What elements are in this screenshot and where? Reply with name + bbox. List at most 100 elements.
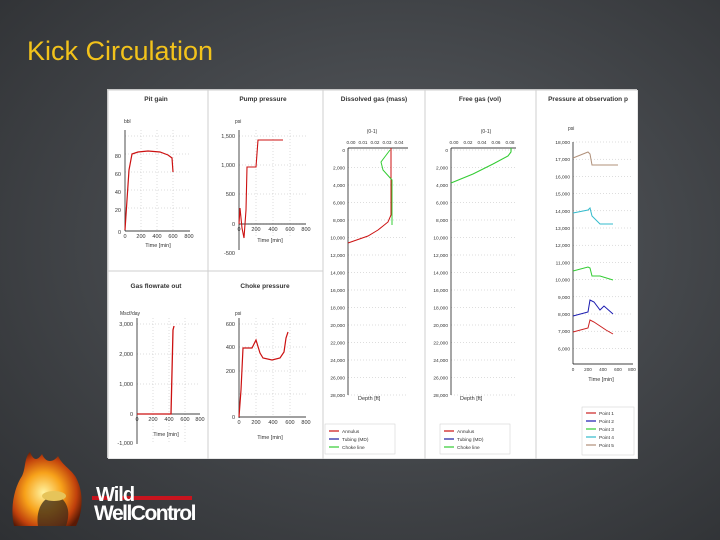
choke-pressure-ytick-0: 600	[226, 322, 235, 328]
dissolved-gas-ytick-0: 0	[342, 148, 345, 154]
pressure-obs-point3-line	[572, 266, 614, 281]
dissolved-gas-annulus-line	[347, 148, 392, 244]
choke-pressure-xtick-3: 600	[285, 420, 294, 426]
dissolved-gas-ytick-3: 6,000	[333, 201, 345, 207]
dissolved-gas-ytick-12: 24,000	[330, 358, 345, 364]
pump-pressure-ytick-3: 0	[232, 222, 235, 228]
pane-choke-pressure	[207, 270, 324, 459]
pressure-obs-xtick-2: 400	[599, 367, 607, 372]
choke-pressure-ytick-3: 0	[232, 415, 235, 421]
pump-pressure-yticks: 1,500 1,000 500 0 -500	[221, 134, 235, 257]
pump-pressure-ytick-4: -500	[224, 251, 235, 257]
gas-flowrate-xticks: 0 200 400 600 800	[135, 417, 204, 423]
pressure-obs-ytick-3: 15,000	[555, 192, 570, 198]
dissolved-gas-unit: (0-1)	[367, 129, 378, 135]
hardhat-icon	[42, 491, 66, 501]
choke-pressure-xticks: 0 200 400 600 800	[237, 420, 310, 426]
gas-flowrate-ytick-1: 2,000	[119, 352, 133, 358]
pump-pressure-xlabel: Time [min]	[257, 238, 283, 244]
free-gas-title: Free gas (vol)	[459, 96, 501, 103]
free-gas-choke-line	[450, 148, 512, 184]
free-gas-ytick-0: 0	[445, 148, 448, 154]
free-gas-ytick-6: 12,000	[433, 253, 448, 259]
free-gas-ytick-14: 28,000	[433, 393, 448, 399]
pit-gain-ytick-3: 20	[115, 208, 121, 214]
pump-pressure-xticks: 0 200 400 600 800	[237, 227, 310, 233]
dissolved-gas-xtick-0: 0.00	[347, 140, 356, 145]
pit-gain-yticks: 80 60 40 20 0	[115, 154, 121, 236]
pump-pressure-yunit: psi	[235, 119, 241, 125]
gas-flowrate-xtick-3: 600	[180, 417, 189, 423]
dissolved-gas-ytick-6: 12,000	[330, 253, 345, 259]
pressure-obs-xtick-4: 800	[628, 367, 636, 372]
pump-pressure-title: Pump pressure	[239, 96, 287, 103]
pressure-obs-ytick-11: 7,000	[558, 329, 570, 335]
choke-pressure-xlabel: Time [min]	[257, 435, 283, 441]
gas-flowrate-xlabel: Time [min]	[153, 432, 179, 438]
pressure-obs-ytick-12: 6,000	[558, 346, 570, 352]
free-gas-legend-annulus: Annulus	[457, 429, 475, 435]
pressure-obs-xtick-3: 600	[614, 367, 622, 372]
pressure-obs-point2-line	[572, 299, 614, 317]
gas-flowrate-xtick-2: 400	[164, 417, 173, 423]
free-gas-xtick-2: 0.04	[478, 140, 487, 145]
free-gas-legend: Annulus Tubing (MD) Choke line	[439, 423, 511, 455]
gas-flowrate-ytick-0: 3,000	[119, 322, 133, 328]
choke-pressure-yticks: 600 400 200 0	[226, 322, 235, 421]
dissolved-gas-xtick-1: 0.01	[359, 140, 368, 145]
pressure-obs-ytick-5: 13,000	[555, 226, 570, 232]
free-gas-ytick-9: 18,000	[433, 306, 448, 312]
gas-flowrate-yticks: 3,000 2,000 1,000 0 -1,000	[117, 322, 133, 447]
dissolved-gas-legend-choke: Choke line	[342, 445, 365, 451]
charts-svg: Pit gain bbl 80 60 40 20 0 0 200 400 600…	[108, 90, 638, 459]
pressure-obs-ytick-9: 9,000	[558, 295, 570, 301]
dissolved-gas-ytick-2: 4,000	[333, 183, 345, 189]
pump-pressure-ytick-0: 1,500	[221, 134, 235, 140]
firefighter-icon	[37, 496, 69, 526]
pressure-obs-ytick-10: 8,000	[558, 312, 570, 318]
pit-gain-xtick-1: 200	[136, 234, 145, 240]
dissolved-gas-legend-tubing: Tubing (MD)	[342, 437, 369, 443]
gas-flowrate-title: Gas flowrate out	[131, 283, 183, 290]
choke-pressure-xtick-0: 0	[237, 420, 240, 426]
pump-pressure-xtick-0: 0	[237, 227, 240, 233]
pump-pressure-ytick-1: 1,000	[221, 163, 235, 169]
pressure-obs-point1-line	[572, 319, 614, 335]
pressure-obs-point5-line	[572, 151, 618, 166]
free-gas-ytick-3: 6,000	[436, 201, 448, 207]
choke-pressure-xtick-2: 400	[268, 420, 277, 426]
gas-flowrate-xtick-1: 200	[148, 417, 157, 423]
free-gas-legend-choke: Choke line	[457, 445, 480, 451]
pit-gain-xtick-2: 400	[152, 234, 161, 240]
pressure-obs-xtick-1: 200	[584, 367, 592, 372]
pressure-obs-legend-point1: Point 1	[599, 411, 614, 417]
free-gas-xtick-3: 0.06	[492, 140, 501, 145]
pressure-obs-ytick-7: 11,000	[556, 260, 571, 266]
pressure-obs-yunit: psi	[568, 126, 574, 132]
logo-bar-right	[122, 496, 192, 500]
pit-gain-ytick-0: 80	[115, 154, 121, 160]
logo-text-wellcontrol: WellControl	[94, 502, 196, 525]
pane-gas-flowrate	[108, 270, 209, 459]
dissolved-gas-yticks: 0 2,000 4,000 6,000 8,000 10,000 12,000 14,000 1…	[330, 148, 345, 399]
slide-title: Kick Circulation	[27, 36, 214, 66]
pressure-obs-legend: Point 1 Point 2 Point 3 Point 4 Point 5	[581, 406, 635, 456]
free-gas-yticks: 0 2,000 4,000 6,000 8,000 10,000 12,000 14,000 1…	[433, 148, 448, 399]
free-gas-ytick-4: 8,000	[436, 218, 448, 224]
free-gas-xticks: 0.00 0.02 0.04 0.06 0.08	[450, 140, 515, 145]
pit-gain-xtick-0: 0	[123, 234, 126, 240]
dissolved-gas-ytick-1: 2,000	[333, 166, 345, 172]
free-gas-xtick-4: 0.08	[506, 140, 515, 145]
choke-pressure-xtick-4: 800	[301, 420, 310, 426]
pit-gain-title: Pit gain	[144, 96, 168, 103]
dissolved-gas-choke-line	[380, 149, 393, 225]
free-gas-legend-tubing: Tubing (MD)	[457, 437, 484, 443]
pressure-obs-ytick-4: 14,000	[555, 209, 570, 215]
choke-pressure-ytick-1: 400	[226, 345, 235, 351]
pressure-obs-yticks: 18,000 17,000 16,000 15,000 14,000 13,000 12,0…	[555, 140, 570, 352]
free-gas-ytick-10: 20,000	[433, 323, 448, 329]
free-gas-ytick-8: 16,000	[433, 288, 448, 294]
pump-pressure-line	[238, 139, 283, 239]
free-gas-ytick-11: 22,000	[433, 341, 448, 347]
pressure-obs-xlabel: Time [min]	[588, 377, 614, 383]
